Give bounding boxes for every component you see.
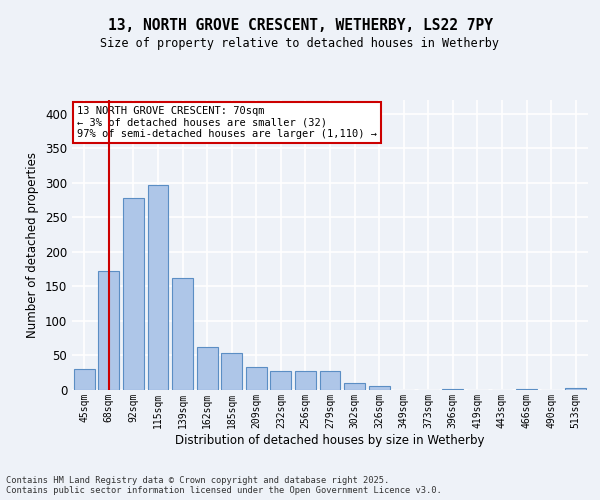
Text: Size of property relative to detached houses in Wetherby: Size of property relative to detached ho…	[101, 38, 499, 51]
Text: 13, NORTH GROVE CRESCENT, WETHERBY, LS22 7PY: 13, NORTH GROVE CRESCENT, WETHERBY, LS22…	[107, 18, 493, 32]
Bar	[320, 372, 340, 390]
Bar	[172, 278, 193, 390]
Bar	[368, 386, 389, 390]
Bar	[344, 383, 365, 390]
X-axis label: Distribution of detached houses by size in Wetherby: Distribution of detached houses by size …	[175, 434, 485, 446]
Bar	[74, 370, 95, 390]
Text: Contains HM Land Registry data © Crown copyright and database right 2025.
Contai: Contains HM Land Registry data © Crown c…	[6, 476, 442, 495]
Bar	[221, 354, 242, 390]
Text: 13 NORTH GROVE CRESCENT: 70sqm
← 3% of detached houses are smaller (32)
97% of s: 13 NORTH GROVE CRESCENT: 70sqm ← 3% of d…	[77, 106, 377, 139]
Bar	[565, 388, 586, 390]
Bar	[295, 372, 316, 390]
Bar	[123, 198, 144, 390]
Y-axis label: Number of detached properties: Number of detached properties	[26, 152, 40, 338]
Bar	[246, 366, 267, 390]
Bar	[516, 388, 537, 390]
Bar	[148, 185, 169, 390]
Bar	[98, 271, 119, 390]
Bar	[271, 370, 292, 390]
Bar	[197, 347, 218, 390]
